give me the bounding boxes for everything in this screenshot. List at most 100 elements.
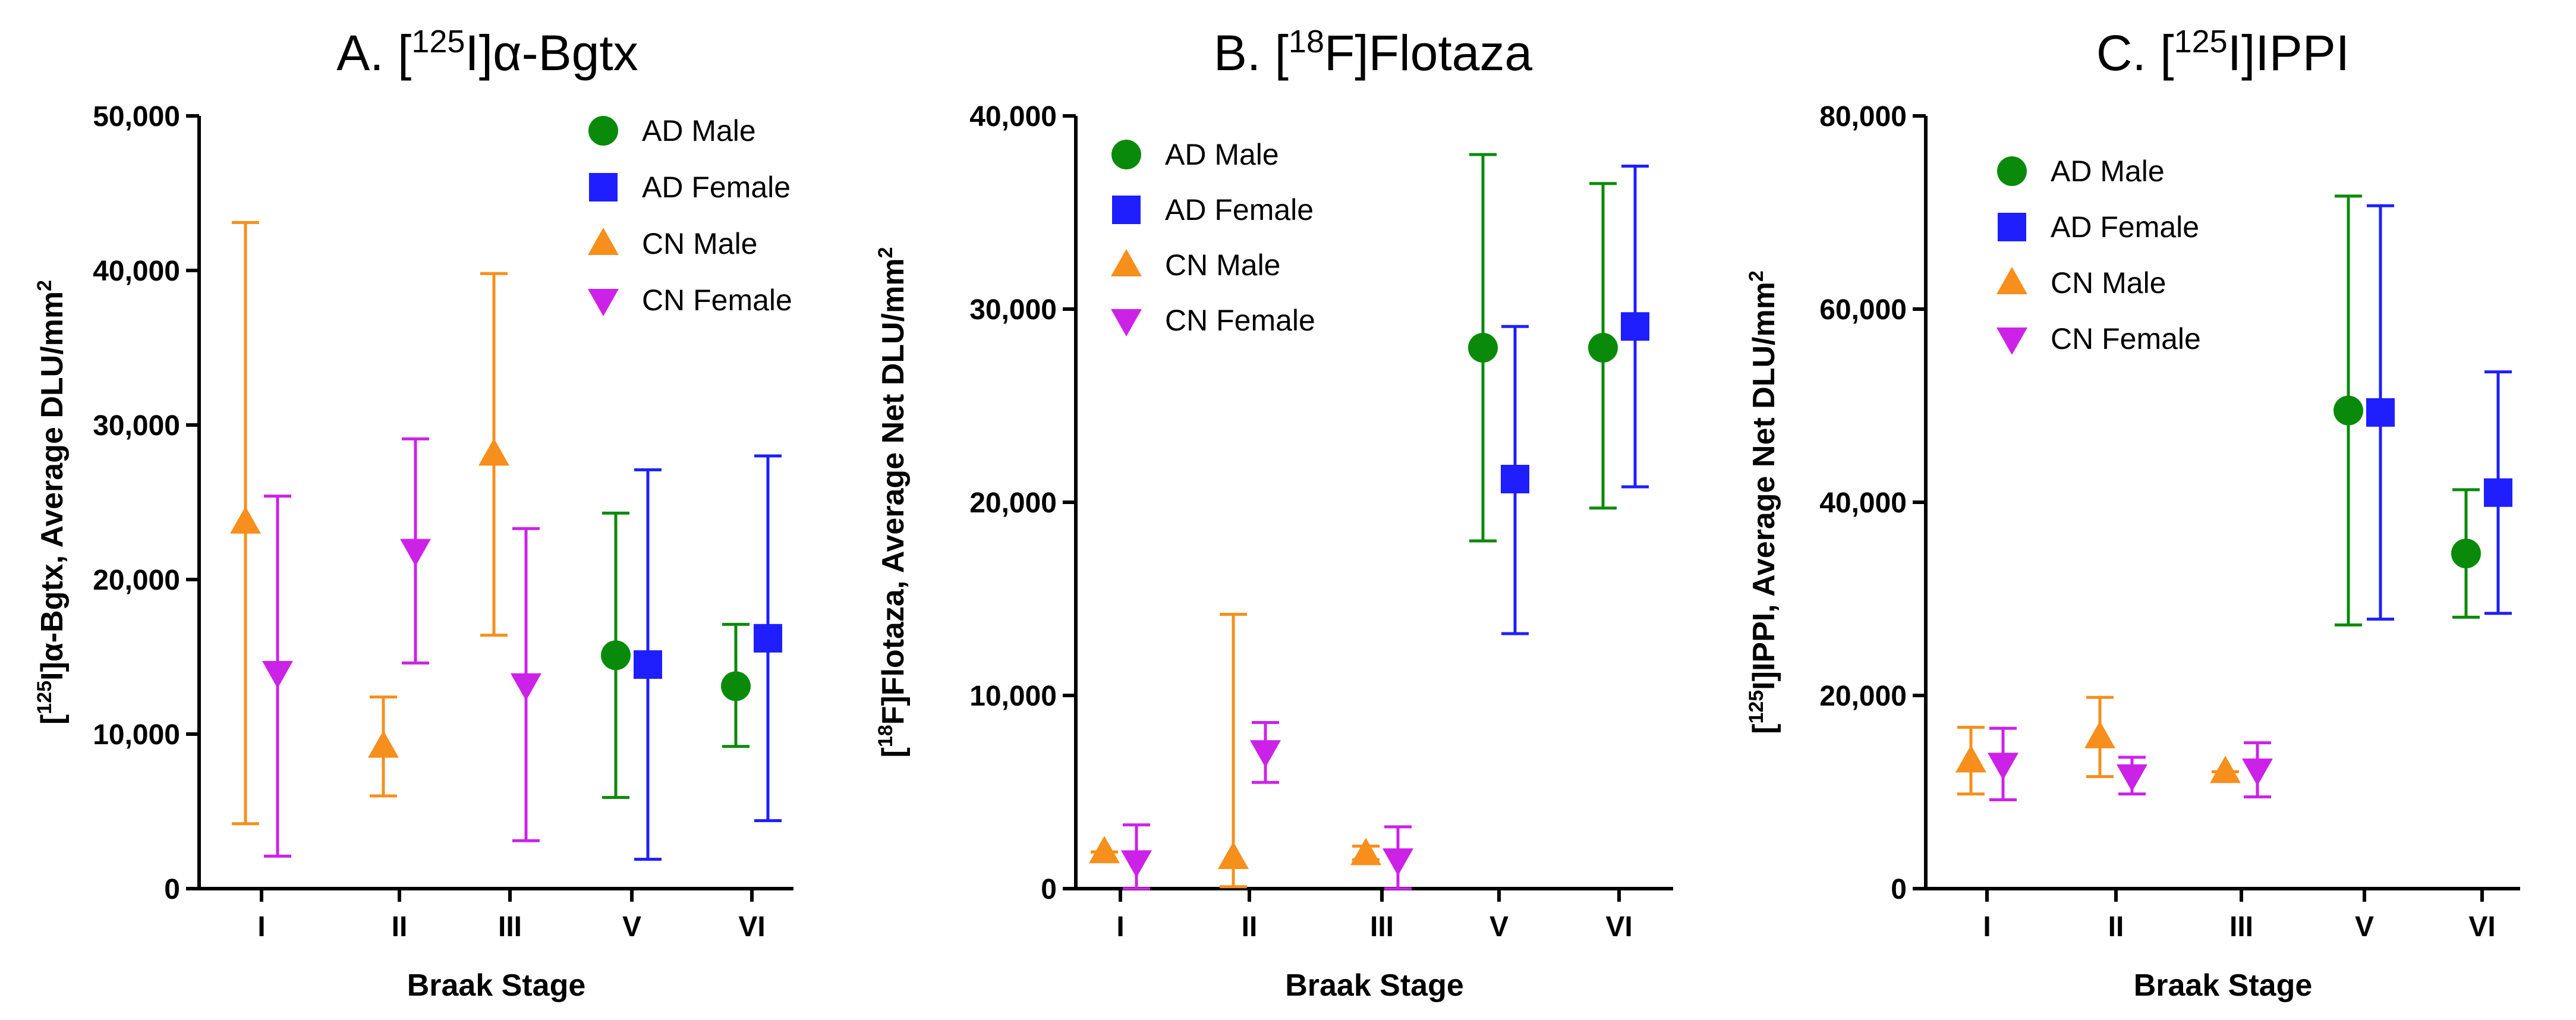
y-tick-label: 30,000 (969, 294, 1057, 326)
legend: AD Male AD Female CN Male CN Female (1111, 138, 1315, 337)
chart-panel-2: B. [18F]Flotaza 0 10,000 20,000 30,000 40,000… (874, 24, 1673, 1003)
data-point (601, 640, 631, 670)
series-cn-male (230, 221, 509, 826)
x-tick-label: III (498, 911, 522, 943)
legend-marker (1997, 156, 2027, 186)
data-point (2333, 395, 2363, 426)
data-point (2366, 398, 2395, 427)
x-tick-label: VI (1605, 911, 1632, 943)
data-point (1250, 740, 1281, 768)
data-point (2084, 720, 2115, 748)
data-point (1588, 333, 1618, 363)
y-tick-label: 0 (1041, 874, 1057, 905)
x-tick-label: III (2229, 911, 2253, 943)
legend-marker (1998, 213, 2026, 241)
x-tick-label: III (1370, 911, 1394, 943)
y-tick-label: 10,000 (969, 681, 1057, 712)
y-axis-title: [125I]IPPI, Average Net DLU/mm2 (1745, 270, 1781, 734)
x-tick-label: II (392, 911, 408, 943)
data-point (230, 506, 261, 534)
legend: AD Male AD Female CN Male CN Female (588, 114, 792, 317)
legend-label: AD Female (1165, 193, 1314, 226)
legend-marker (589, 173, 618, 202)
x-axis-title: Braak Stage (1285, 968, 1464, 1003)
data-point (1218, 842, 1249, 869)
y-tick-label: 20,000 (969, 487, 1057, 519)
x-tick-label: VI (2468, 911, 2495, 943)
legend-marker (588, 228, 619, 255)
series-ad-male (601, 511, 751, 799)
x-tick-label: I (1116, 911, 1124, 943)
x-axis-title: Braak Stage (407, 968, 586, 1003)
data-point (478, 438, 509, 466)
legend-label: AD Male (642, 114, 756, 147)
data-point (2451, 539, 2481, 569)
data-point (2242, 758, 2273, 786)
panel-title: B. [18F]Flotaza (1214, 24, 1533, 81)
y-tick-label: 0 (1891, 874, 1907, 905)
data-point (2210, 755, 2241, 783)
data-point (511, 673, 541, 701)
legend-label: CN Male (1165, 248, 1280, 282)
x-tick-label: I (257, 911, 265, 943)
legend-label: CN Male (2051, 266, 2166, 300)
x-tick-label: II (2108, 911, 2124, 943)
data-point (1383, 848, 1413, 876)
y-tick-label: 40,000 (1819, 487, 1907, 519)
chart-panel-1: A. [125I]α-Bgtx 0 10,000 20,000 30,000 40,000… (33, 24, 793, 1003)
legend-marker (588, 116, 618, 146)
series-ad-female (1501, 165, 1649, 635)
y-tick-label: 0 (164, 874, 180, 905)
data-point (754, 624, 782, 653)
legend-marker (1996, 267, 2027, 294)
series-ad-male (1468, 153, 1618, 543)
legend-marker (1111, 309, 1142, 336)
series-cn-female (262, 437, 541, 858)
legend-marker (588, 289, 619, 316)
series-ad-female (2366, 204, 2512, 621)
data-point (1121, 850, 1152, 878)
data-point (1501, 465, 1529, 493)
data-point (1988, 753, 2018, 780)
y-tick-label: 30,000 (93, 410, 180, 442)
y-tick-label: 20,000 (1819, 681, 1907, 712)
x-axis-title: Braak Stage (2134, 968, 2313, 1003)
x-tick-label: V (2355, 911, 2374, 943)
legend-label: CN Female (642, 284, 792, 317)
panel-title: A. [125I]α-Bgtx (336, 24, 638, 81)
panel-title: C. [125I]IPPI (2096, 24, 2350, 81)
y-axis-title: [18F]Flotaza, Average Net DLU/mm2 (874, 247, 911, 757)
series-cn-female (1988, 726, 2273, 801)
x-tick-label: VI (738, 911, 765, 943)
y-tick-label: 40,000 (93, 256, 180, 287)
data-point (400, 539, 431, 566)
x-tick-label: V (622, 911, 641, 943)
y-tick-label: 20,000 (93, 565, 180, 596)
legend: AD Male AD Female CN Male CN Female (1996, 155, 2201, 355)
data-point (368, 730, 399, 758)
legend-label: AD Male (2051, 155, 2165, 188)
legend-label: AD Female (642, 171, 791, 204)
data-point (2117, 764, 2147, 792)
data-point (2484, 478, 2512, 507)
data-point (1350, 838, 1381, 865)
data-point (1621, 312, 1649, 341)
legend-label: CN Female (2051, 322, 2201, 355)
data-point (634, 650, 662, 679)
data-point (1468, 333, 1498, 363)
data-point (1955, 745, 1986, 773)
y-tick-label: 50,000 (93, 101, 180, 133)
data-point (721, 671, 751, 701)
x-tick-label: I (1983, 911, 1991, 943)
data-point (1089, 836, 1120, 864)
legend-label: CN Female (1165, 304, 1315, 337)
data-point (262, 661, 293, 688)
legend-marker (1112, 196, 1141, 224)
y-axis-title: [125I]α-Bgtx, Average DLU/mm2 (33, 280, 70, 725)
legend-label: CN Male (642, 227, 757, 260)
legend-label: AD Male (1165, 138, 1279, 171)
legend-label: AD Female (2051, 210, 2199, 244)
